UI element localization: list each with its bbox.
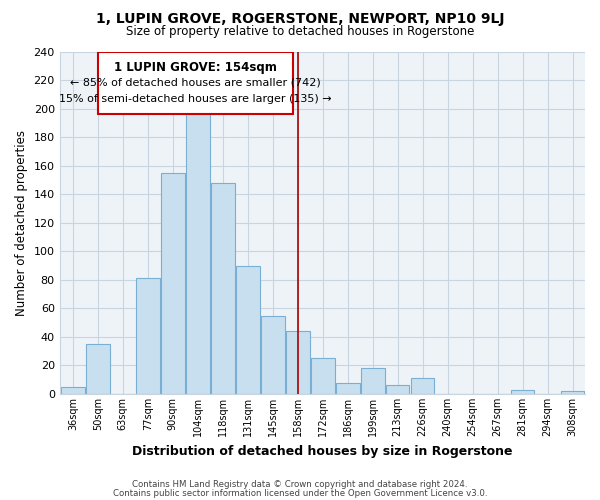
Bar <box>236 266 260 394</box>
Bar <box>386 386 409 394</box>
Bar <box>311 358 335 394</box>
Bar <box>61 387 85 394</box>
Bar <box>560 391 584 394</box>
Bar <box>336 382 359 394</box>
Bar <box>286 331 310 394</box>
Text: 1, LUPIN GROVE, ROGERSTONE, NEWPORT, NP10 9LJ: 1, LUPIN GROVE, ROGERSTONE, NEWPORT, NP1… <box>96 12 504 26</box>
Bar <box>511 390 535 394</box>
Bar <box>411 378 434 394</box>
Text: 15% of semi-detached houses are larger (135) →: 15% of semi-detached houses are larger (… <box>59 94 332 104</box>
X-axis label: Distribution of detached houses by size in Rogerstone: Distribution of detached houses by size … <box>133 444 513 458</box>
Bar <box>186 107 209 394</box>
Bar <box>136 278 160 394</box>
Bar <box>261 316 284 394</box>
Bar <box>86 344 110 394</box>
FancyBboxPatch shape <box>98 52 293 114</box>
Y-axis label: Number of detached properties: Number of detached properties <box>15 130 28 316</box>
Text: 1 LUPIN GROVE: 154sqm: 1 LUPIN GROVE: 154sqm <box>114 60 277 74</box>
Text: ← 85% of detached houses are smaller (742): ← 85% of detached houses are smaller (74… <box>70 78 320 88</box>
Text: Contains HM Land Registry data © Crown copyright and database right 2024.: Contains HM Land Registry data © Crown c… <box>132 480 468 489</box>
Text: Size of property relative to detached houses in Rogerstone: Size of property relative to detached ho… <box>126 25 474 38</box>
Bar <box>361 368 385 394</box>
Bar <box>211 183 235 394</box>
Text: Contains public sector information licensed under the Open Government Licence v3: Contains public sector information licen… <box>113 489 487 498</box>
Bar <box>161 173 185 394</box>
